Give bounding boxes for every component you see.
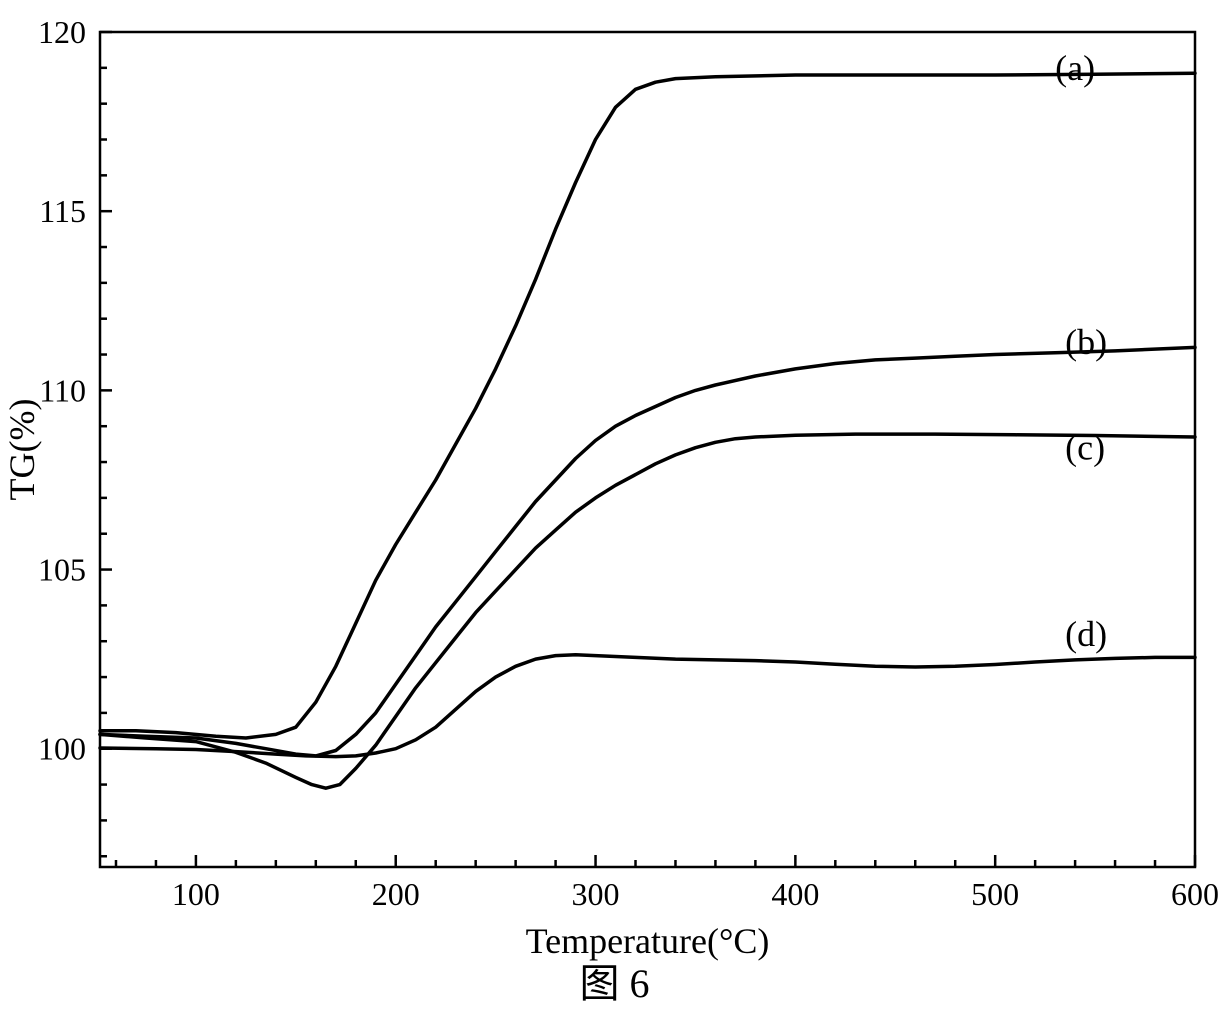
svg-text:115: 115 xyxy=(39,193,86,229)
x-axis-label: Temperature(°C) xyxy=(526,921,770,961)
svg-text:400: 400 xyxy=(771,876,819,912)
svg-text:100: 100 xyxy=(38,731,86,767)
svg-text:600: 600 xyxy=(1171,876,1219,912)
series-d xyxy=(100,655,1195,757)
svg-text:105: 105 xyxy=(38,552,86,588)
series-label: (d) xyxy=(1065,614,1107,654)
svg-text:110: 110 xyxy=(39,372,86,408)
y-axis-label: TG(%) xyxy=(2,399,42,501)
tg-chart: 100 200 300 400 500 600 100 105 110 115 120 Tempera… xyxy=(0,0,1229,1011)
svg-text:500: 500 xyxy=(971,876,1019,912)
figure-caption: 图 6 xyxy=(580,961,650,1006)
svg-text:200: 200 xyxy=(372,876,420,912)
series-a xyxy=(100,73,1195,738)
svg-text:100: 100 xyxy=(172,876,220,912)
svg-text:300: 300 xyxy=(572,876,620,912)
series-b xyxy=(100,347,1195,756)
series-label: (a) xyxy=(1055,48,1095,88)
series-label: (c) xyxy=(1065,428,1105,468)
svg-text:120: 120 xyxy=(38,14,86,50)
series-label: (b) xyxy=(1065,322,1107,362)
